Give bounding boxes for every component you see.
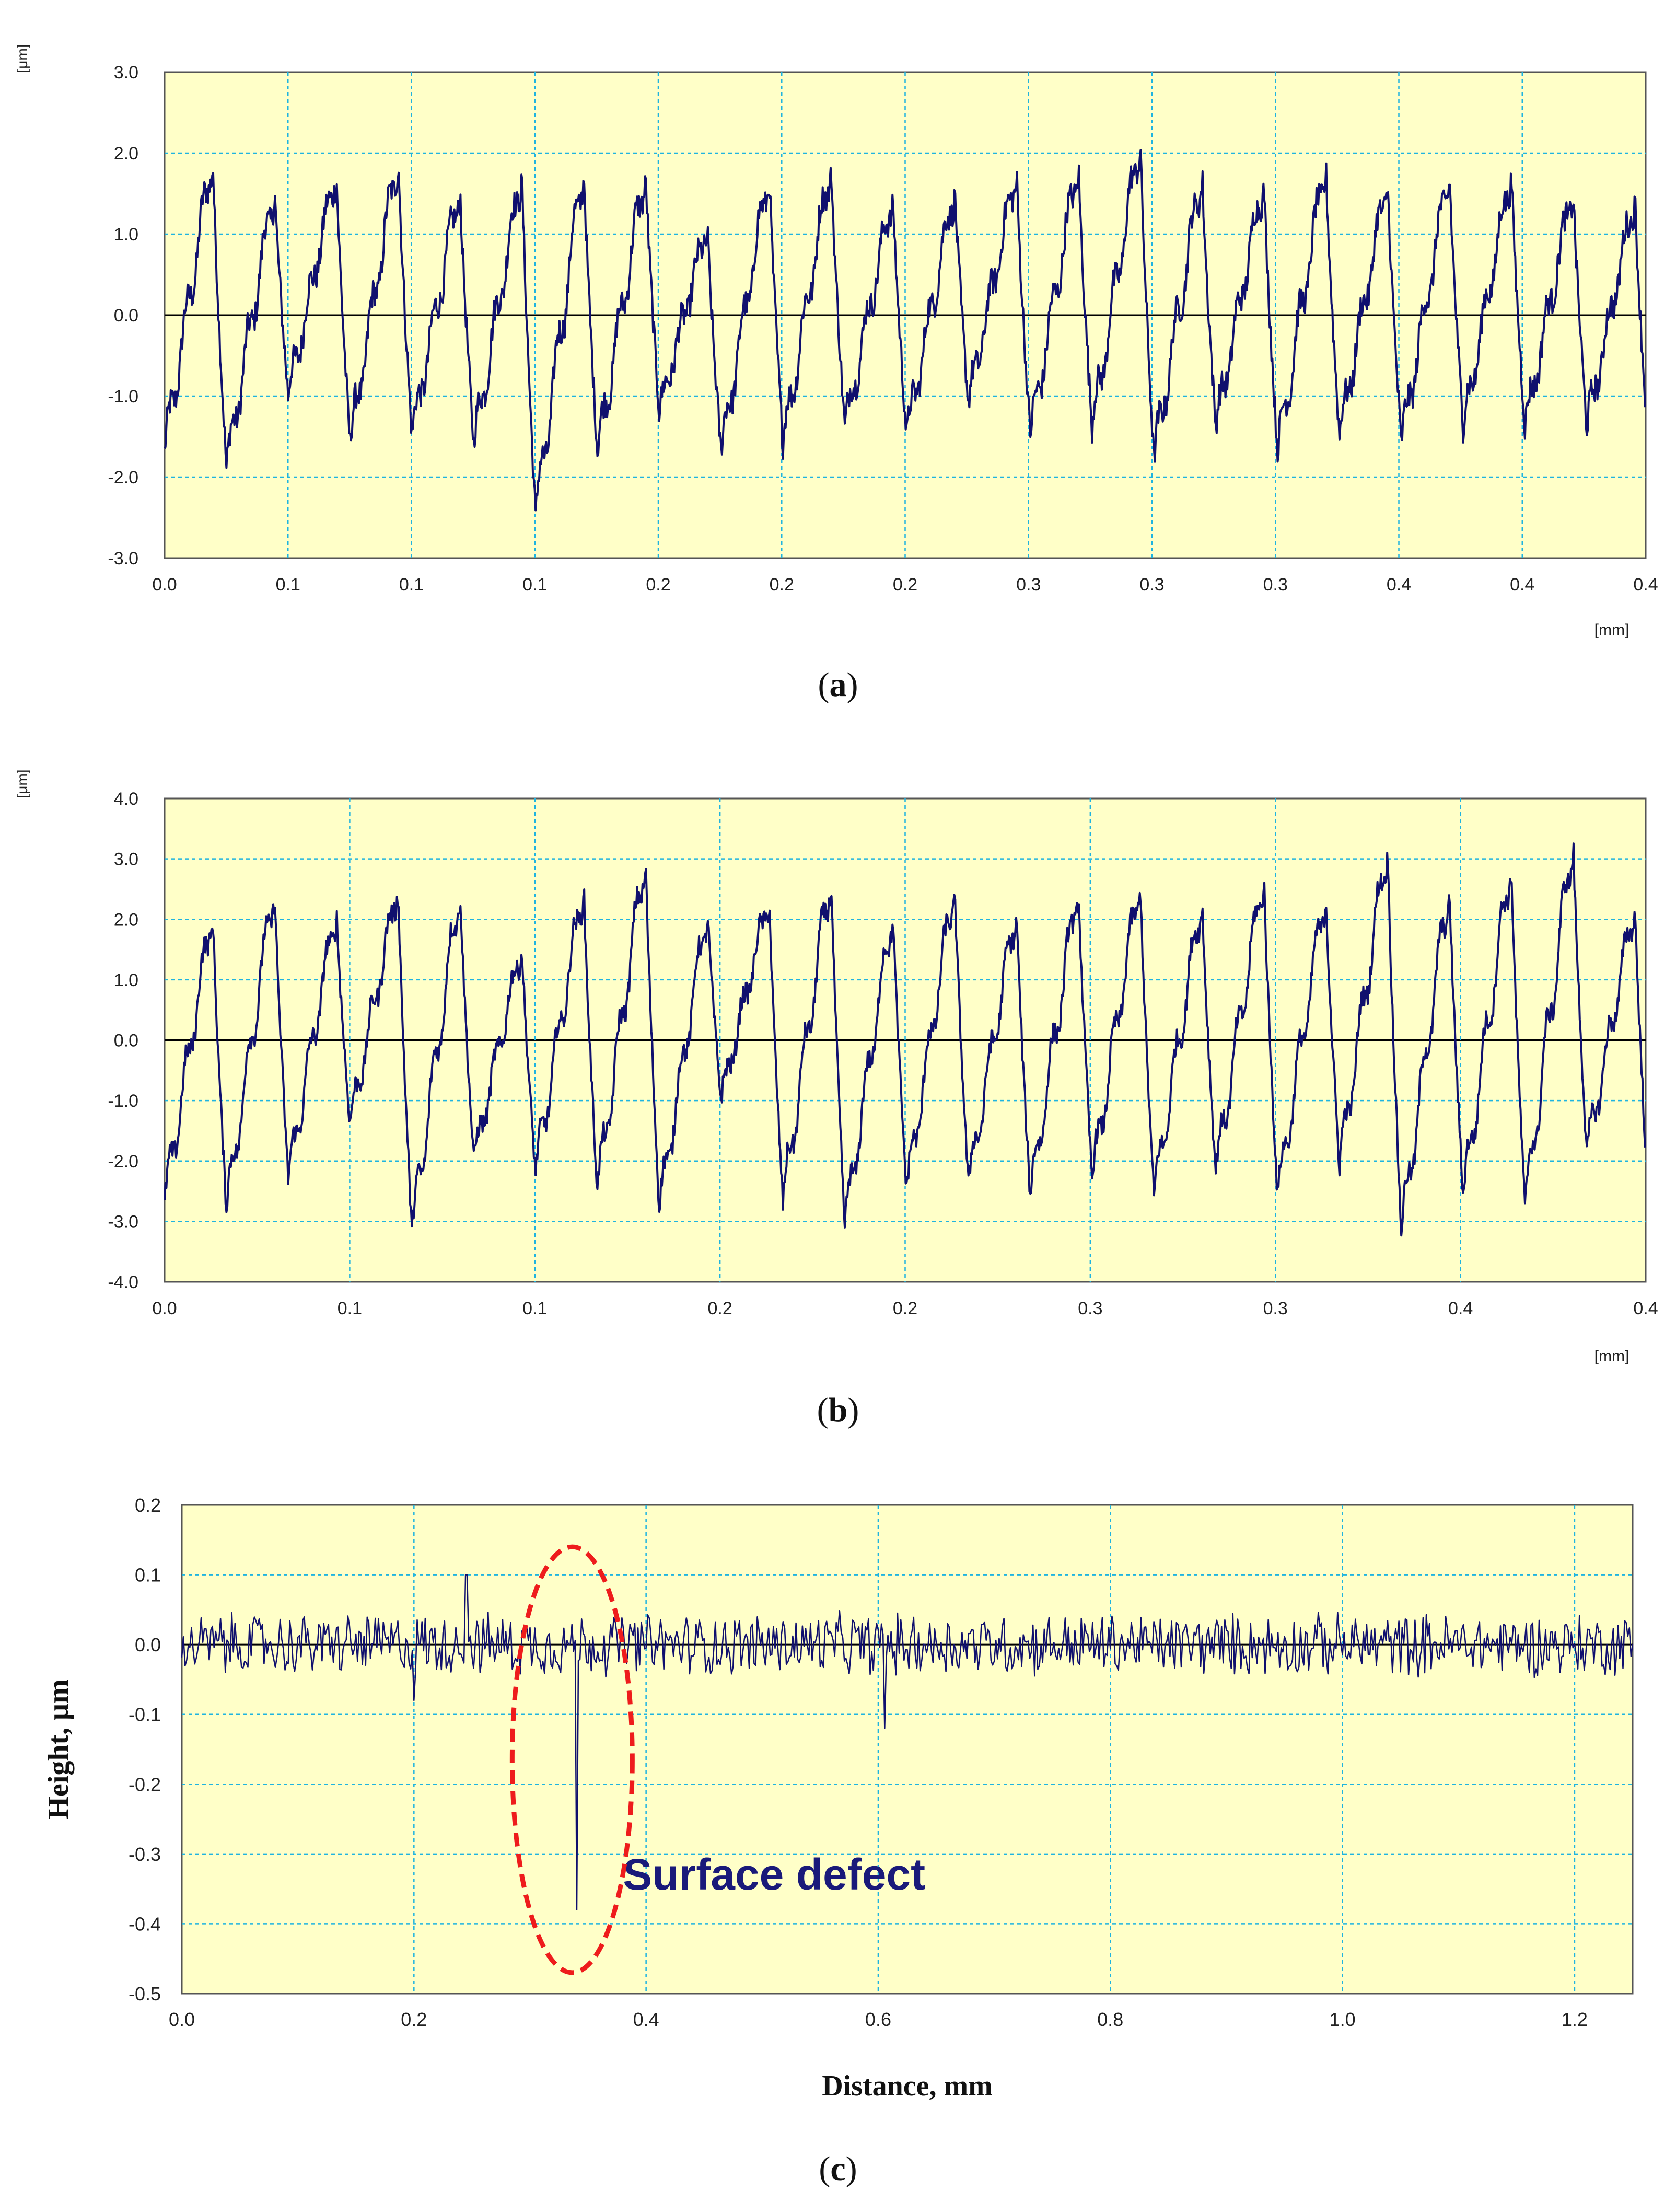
x-tick-label: 0.4 (633, 2009, 659, 2030)
panel-caption: (b) (817, 1391, 859, 1429)
y-tick-label: 0.0 (114, 1031, 138, 1051)
x-tick-label: 0.3 (1016, 575, 1041, 595)
x-tick-label: 0.2 (893, 575, 917, 595)
y-tick-label: -1.0 (108, 387, 138, 407)
y-tick-label: -2.0 (108, 468, 138, 488)
series-line (164, 149, 1646, 512)
x-tick-label: 0.0 (152, 575, 177, 595)
panel-caption: (c) (819, 2150, 857, 2188)
x-tick-label: 0.4 (1633, 1299, 1658, 1318)
x-axis-unit: [mm] (1594, 621, 1630, 639)
y-tick-label: 1.0 (114, 225, 138, 245)
y-tick-label: 0.1 (135, 1565, 161, 1586)
y-tick-label: 2.0 (114, 910, 138, 930)
y-tick-label: 2.0 (114, 144, 138, 164)
y-axis-label: Height, μm (42, 1679, 75, 1819)
x-tick-label: 0.4 (1510, 575, 1534, 595)
y-tick-label: -0.5 (129, 1983, 161, 2005)
x-tick-label: 0.1 (522, 575, 547, 595)
x-tick-label: 0.2 (893, 1299, 917, 1318)
x-tick-label: 0.4 (1633, 575, 1658, 595)
y-axis-unit: [μm] (14, 44, 30, 73)
y-tick-label: -4.0 (108, 1272, 138, 1292)
x-tick-label: 0.3 (1078, 1299, 1102, 1318)
x-axis-unit: [mm] (1594, 1348, 1630, 1365)
x-tick-label: 0.3 (1263, 575, 1288, 595)
x-tick-label: 0.4 (1387, 575, 1411, 595)
x-tick-label: 0.2 (646, 575, 670, 595)
y-tick-label: -2.0 (108, 1152, 138, 1172)
chart-panel-c: 0.2 0.1 0.0 -0.1 -0.2 -0.3 -0.4 -0.5 0.0 0.2 0.4 0.… (42, 1495, 1634, 2188)
x-tick-label: 0.4 (1448, 1299, 1473, 1318)
y-tick-label: 4.0 (114, 789, 138, 809)
y-tick-label: -0.2 (129, 1774, 161, 1795)
y-tick-label: -0.4 (129, 1913, 161, 1935)
chart-panel-a: 3.0 2.0 1.0 0.0 -1.0 -2.0 -3.0 0.0 0.1 0.1 0.1 0.2 0… (14, 44, 1658, 704)
x-tick-label: 0.2 (401, 2009, 427, 2030)
x-tick-label: 0.1 (276, 575, 300, 595)
y-tick-label: 0.2 (135, 1495, 161, 1516)
annotation-surface-defect: Surface defect (623, 1850, 925, 1899)
y-tick-label: 3.0 (114, 63, 138, 83)
y-tick-label: 0.0 (114, 306, 138, 326)
y-tick-label: -1.0 (108, 1091, 138, 1111)
y-tick-label: 0.0 (135, 1634, 161, 1655)
y-tick-label: -3.0 (108, 1212, 138, 1232)
x-axis-label: Distance, mm (822, 2070, 993, 2102)
defect-highlight-ellipse (509, 1544, 635, 1975)
x-tick-label: 1.0 (1330, 2009, 1356, 2030)
y-tick-label: 1.0 (114, 970, 138, 990)
series-line (164, 842, 1646, 1237)
panel-caption: (a) (818, 666, 858, 704)
y-tick-label: -3.0 (108, 549, 138, 569)
x-tick-label: 0.0 (169, 2009, 195, 2030)
x-tick-label: 0.3 (1139, 575, 1164, 595)
x-tick-label: 0.6 (865, 2009, 891, 2030)
x-tick-label: 0.1 (399, 575, 424, 595)
x-tick-label: 1.2 (1562, 2009, 1588, 2030)
plot-area (181, 1504, 1634, 1995)
chart-panel-b: 4.0 3.0 2.0 1.0 0.0 -1.0 -2.0 -3.0 -4.0 0.0 0.1 0.1… (14, 769, 1658, 1429)
x-tick-label: 0.8 (1097, 2009, 1123, 2030)
x-tick-label: 0.2 (770, 575, 794, 595)
y-tick-label: -0.1 (129, 1704, 161, 1725)
x-tick-label: 0.3 (1263, 1299, 1288, 1318)
series-line (181, 1574, 1634, 1910)
y-tick-label: 3.0 (114, 850, 138, 870)
x-tick-label: 0.1 (337, 1299, 362, 1318)
y-tick-label: -0.3 (129, 1844, 161, 1865)
y-axis-unit: [μm] (14, 769, 30, 798)
x-tick-label: 0.2 (707, 1299, 732, 1318)
x-tick-label: 0.0 (152, 1299, 177, 1318)
x-tick-label: 0.1 (522, 1299, 547, 1318)
